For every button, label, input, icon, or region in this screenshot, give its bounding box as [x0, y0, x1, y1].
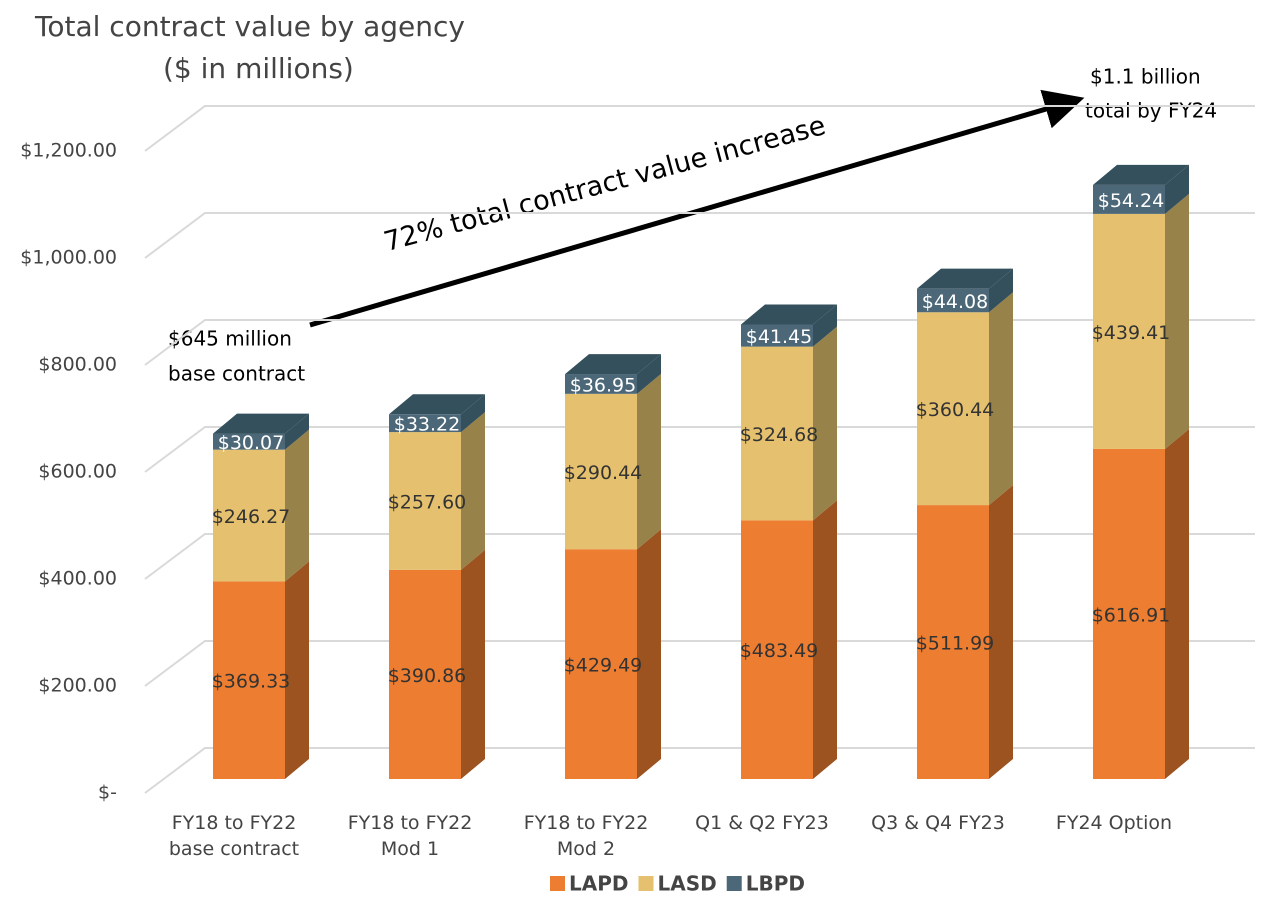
value-label: $483.49 [740, 640, 819, 662]
value-label: $369.33 [212, 671, 291, 693]
y-tick-label: $800.00 [38, 354, 117, 376]
bar-side [285, 561, 309, 779]
y-tick-label: $1,200.00 [20, 140, 117, 162]
chart-subtitle: ($ in millions) [163, 52, 354, 85]
grid-line [144, 319, 1255, 366]
value-label: $41.45 [746, 326, 812, 348]
bar-side [1165, 164, 1189, 214]
arrow-label: 72% total contract value increase [381, 110, 829, 258]
bar [1093, 448, 1165, 779]
grid-line [144, 533, 1255, 580]
x-tick-label: FY18 to FY22 Mod 1 [347, 812, 473, 860]
bar-top [917, 268, 1013, 289]
value-label: $246.27 [212, 506, 291, 528]
bar-side [813, 326, 837, 521]
bar [565, 393, 637, 550]
bar [213, 433, 285, 450]
bar-side [285, 413, 309, 450]
y-tick-label: $1,000.00 [20, 247, 117, 269]
y-tick-label: $400.00 [38, 568, 117, 590]
bar-side [461, 412, 485, 570]
value-label: $33.22 [394, 414, 460, 436]
bar [1093, 213, 1165, 449]
annotation: base contract [168, 362, 305, 386]
grid-line [144, 747, 1255, 794]
grid-line [144, 212, 1255, 259]
bar [565, 549, 637, 779]
grid-line [144, 426, 1255, 473]
bar [389, 569, 461, 779]
bars: $369.33 $246.27 $30.07 $390.86 $257.60 $33.22… [212, 164, 1189, 779]
bar [213, 449, 285, 582]
y-tick-label: $200.00 [38, 675, 117, 697]
value-label: $511.99 [916, 633, 995, 655]
legend-label: LBPD [746, 872, 805, 896]
value-label: $439.41 [1092, 322, 1171, 344]
bar-side [1165, 428, 1189, 779]
value-label: $429.49 [564, 655, 643, 677]
bar-side [637, 529, 661, 779]
value-label: $324.68 [740, 424, 819, 446]
y-tick-label: $600.00 [38, 461, 117, 483]
bar [1093, 184, 1165, 214]
bar-top [389, 394, 485, 415]
bar [741, 520, 813, 779]
value-label: $616.91 [1092, 604, 1171, 626]
value-label: $390.86 [388, 665, 467, 687]
x-tick-label: Q3 & Q4 FY23 [871, 812, 1005, 834]
value-label: $360.44 [916, 399, 995, 421]
bar-side [461, 549, 485, 779]
bar-side [989, 485, 1013, 779]
value-label: $30.07 [218, 432, 284, 454]
bar [389, 432, 461, 570]
bar-side [989, 268, 1013, 313]
x-tick-label: FY18 to FY22 base contract [168, 812, 300, 860]
bar [565, 374, 637, 394]
legend-swatch [550, 876, 565, 891]
grid-line [144, 105, 1255, 152]
x-tick-label: FY18 to FY22 Mod 2 [523, 812, 649, 860]
value-label: $36.95 [570, 374, 636, 396]
bar-top [741, 304, 837, 325]
bar-side [461, 394, 485, 433]
bar-side [637, 373, 661, 550]
legend: LAPD LASD LBPD [550, 872, 805, 896]
legend-swatch [638, 876, 654, 891]
annotation: $645 million [168, 327, 292, 351]
chart-title: Total contract value by agency [34, 10, 465, 43]
legend-label: LAPD [569, 872, 628, 896]
value-label: $44.08 [922, 291, 988, 313]
bar-side [1165, 193, 1189, 449]
bar-side [813, 500, 837, 779]
bar-top [565, 354, 661, 375]
y-tick-label: $- [98, 782, 117, 804]
bar [917, 288, 989, 313]
annotation: $1.1 billion [1090, 65, 1201, 89]
bar [741, 324, 813, 347]
legend-label: LASD [657, 872, 716, 896]
annotation: total by FY24 [1085, 99, 1217, 123]
bar [389, 414, 461, 433]
grid [144, 105, 1255, 794]
value-label: $54.24 [1098, 190, 1164, 212]
bar [741, 346, 813, 521]
x-tick-label: Q1 & Q2 FY23 [695, 812, 829, 834]
value-label: $290.44 [564, 462, 643, 484]
bar-top [1093, 164, 1189, 185]
bar [917, 312, 989, 506]
bar [917, 505, 989, 779]
bar-side [285, 429, 309, 582]
bar-top [213, 413, 309, 434]
bar-side [813, 304, 837, 347]
bar-side [989, 292, 1013, 506]
x-tick-label: FY24 Option [1055, 812, 1173, 834]
bar [213, 581, 285, 779]
bar-side [637, 354, 661, 394]
grid-line [144, 640, 1255, 687]
legend-swatch [726, 876, 742, 891]
value-label: $257.60 [388, 491, 467, 513]
